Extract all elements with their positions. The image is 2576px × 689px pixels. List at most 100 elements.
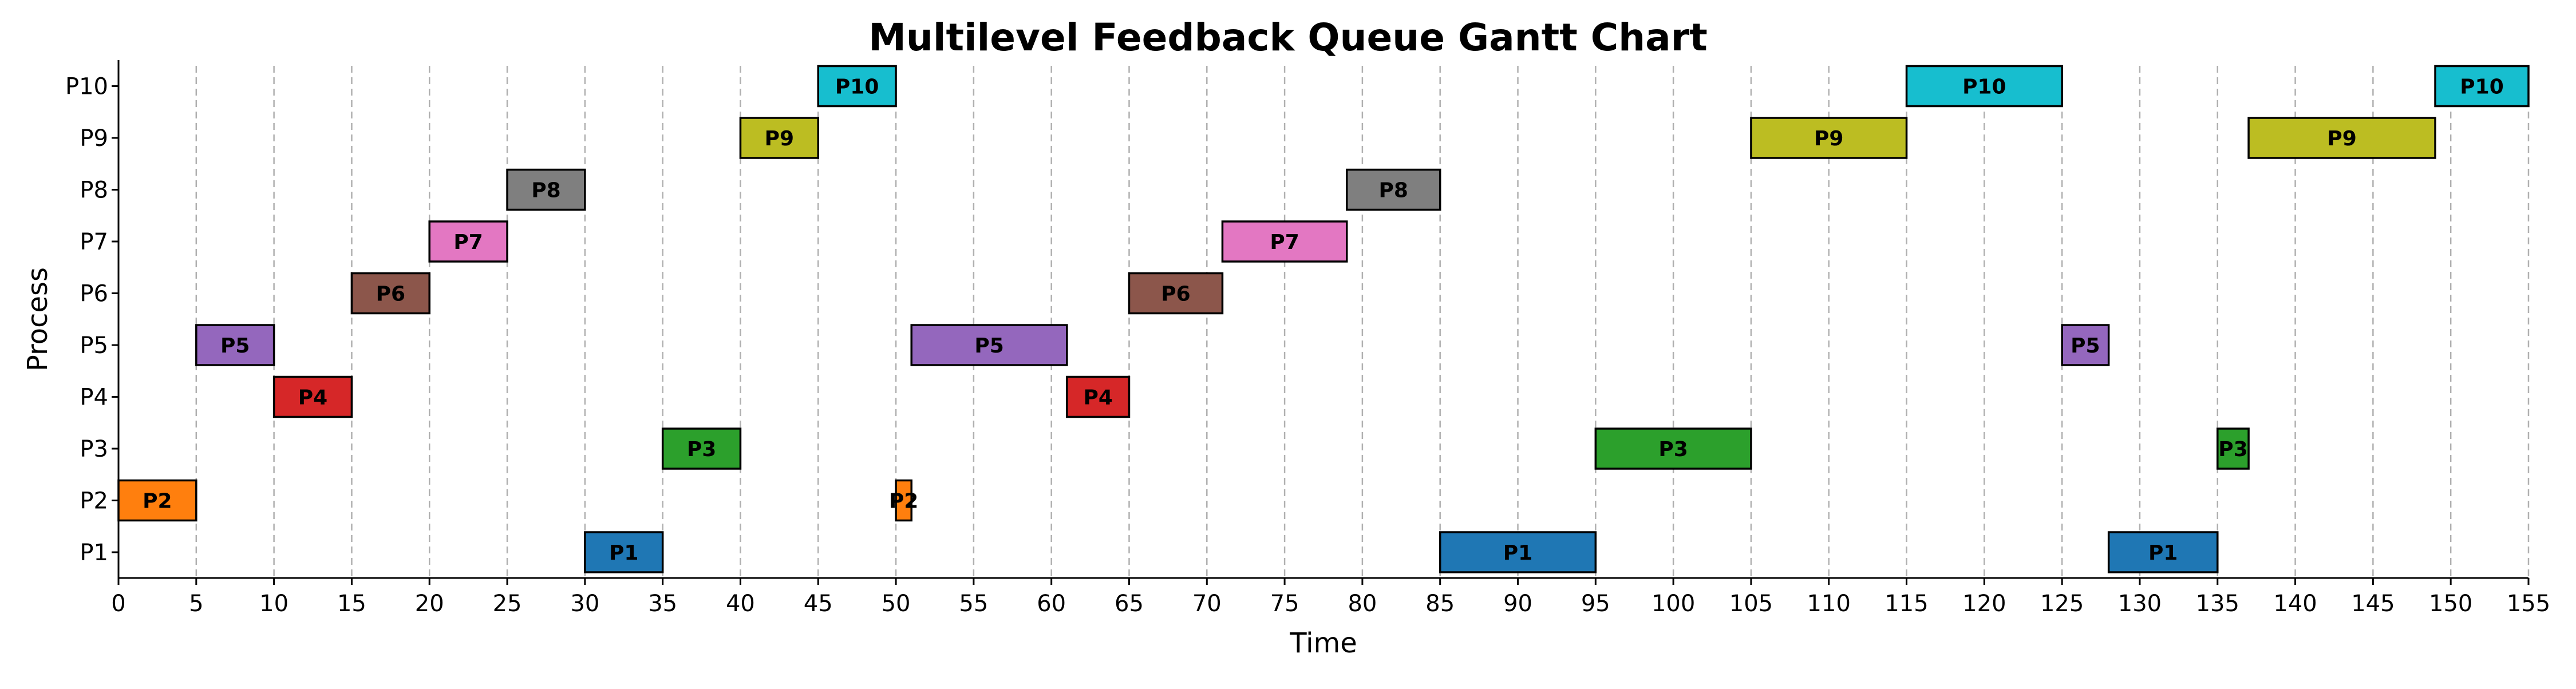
bar-label: P4 [1083, 386, 1112, 410]
y-tick-label: P1 [80, 540, 108, 566]
bar-label: P6 [376, 283, 405, 306]
gantt-bar [1750, 117, 1908, 159]
grid-lines [117, 66, 2530, 578]
x-tick-label: 145 [2351, 591, 2395, 617]
x-tick-label: 50 [882, 591, 911, 617]
x-tick-label: 100 [1652, 591, 1695, 617]
axes: 0 5 10 15 20 25 30 35 40 45 50 55 60 65 70 75 80 85 90 95 10… [65, 60, 2550, 617]
bar-label: P7 [453, 231, 483, 254]
bar-label: P9 [765, 127, 794, 151]
bar-label: P3 [2218, 438, 2247, 461]
x-tick-label: 35 [648, 591, 677, 617]
gantt-bar [584, 531, 664, 573]
x-tick-label: 155 [2507, 591, 2550, 617]
y-tick-label: P8 [80, 177, 108, 204]
x-tick-label: 130 [2118, 591, 2162, 617]
gantt-bar [1345, 168, 1441, 211]
bar-label: P2 [889, 490, 918, 513]
bar-label: P1 [2148, 541, 2178, 565]
gantt-bar [2107, 531, 2219, 573]
x-tick-label: 65 [1115, 591, 1144, 617]
x-tick-label: 105 [1729, 591, 1773, 617]
x-tick-label: 125 [2040, 591, 2084, 617]
x-tick-label: 20 [415, 591, 444, 617]
bar-label: P2 [143, 490, 172, 513]
x-tick-label: 110 [1807, 591, 1851, 617]
bar-label: P9 [2327, 127, 2356, 151]
gantt-bar [895, 479, 912, 522]
bar-label: P10 [1962, 76, 2006, 99]
y-axis-label: Process [22, 267, 54, 371]
x-tick-label: 45 [804, 591, 833, 617]
gantt-bar [350, 272, 430, 315]
y-tick-label: P2 [80, 488, 108, 514]
bar-label: P1 [609, 541, 638, 565]
bar-label: P5 [974, 334, 1003, 358]
y-tick-label: P9 [80, 125, 108, 152]
bars: P2 P5 P4 P6 P7 P8 P1 P3 P9 P10 P2 P5 P4 P6 P7 P8 P1 P3 P9 P… [117, 65, 2530, 573]
gantt-bar [910, 324, 1068, 366]
y-tick-label: P6 [80, 281, 108, 307]
x-tick-label: 95 [1581, 591, 1610, 617]
gantt-bar [1221, 220, 1348, 263]
bar-label: P10 [835, 76, 879, 99]
x-tick-label: 25 [493, 591, 522, 617]
x-tick-label: 40 [726, 591, 755, 617]
x-tick-label: 10 [259, 591, 289, 617]
gantt-bar [2247, 117, 2436, 159]
bar-label: P5 [220, 334, 250, 358]
x-tick-label: 60 [1037, 591, 1066, 617]
x-tick-label: 5 [189, 591, 203, 617]
gantt-bar [195, 324, 275, 366]
bar-label: P8 [1379, 179, 1408, 203]
x-tick-label: 120 [1962, 591, 2006, 617]
gantt-bar [2217, 427, 2250, 470]
gantt-bar [2061, 324, 2110, 366]
bar-label: P8 [531, 179, 560, 203]
y-tick-label: P3 [80, 436, 108, 462]
gantt-bar [1594, 427, 1752, 470]
y-tick-label: P4 [80, 385, 108, 411]
x-tick-label: 75 [1270, 591, 1299, 617]
x-tick-label: 115 [1884, 591, 1928, 617]
bar-label: P1 [1503, 541, 1532, 565]
gantt-bar [1066, 375, 1131, 418]
gantt-bar [739, 117, 820, 159]
x-tick-label: 30 [570, 591, 599, 617]
gantt-bar [428, 220, 508, 263]
chart-title: Multilevel Feedback Queue Gantt Chart [868, 15, 1708, 60]
x-tick-label: 135 [2196, 591, 2239, 617]
gantt-bar [506, 168, 586, 211]
bar-label: P7 [1270, 231, 1299, 254]
y-tick-label: P10 [65, 74, 108, 100]
gantt-bar [1128, 272, 1224, 315]
x-tick-label: 0 [111, 591, 125, 617]
bar-label: P4 [298, 386, 327, 410]
x-tick-label: 140 [2273, 591, 2317, 617]
bar-label: P10 [2460, 76, 2503, 99]
x-tick-label: 70 [1192, 591, 1222, 617]
x-tick-label: 85 [1425, 591, 1455, 617]
x-tick-label: 90 [1503, 591, 1532, 617]
gantt-bar [817, 65, 897, 108]
gantt-bar [2434, 65, 2530, 108]
gantt-bar [117, 479, 197, 522]
gantt-bar [1439, 531, 1597, 573]
y-tick-label: P5 [80, 332, 108, 359]
bar-label: P5 [2071, 334, 2100, 358]
bar-label: P9 [1814, 127, 1843, 151]
x-tick-label: 80 [1348, 591, 1377, 617]
x-tick-label: 150 [2429, 591, 2472, 617]
bar-label: P6 [1161, 283, 1190, 306]
x-axis-label: Time [1289, 627, 1357, 659]
gantt-bar [661, 427, 742, 470]
y-tick-label: P7 [80, 229, 108, 255]
x-tick-label: 15 [337, 591, 366, 617]
bar-label: P3 [1658, 438, 1688, 461]
bar-label: P3 [687, 438, 716, 461]
x-tick-label: 55 [959, 591, 988, 617]
gantt-bar [1905, 65, 2063, 108]
gantt-bar [272, 375, 353, 418]
